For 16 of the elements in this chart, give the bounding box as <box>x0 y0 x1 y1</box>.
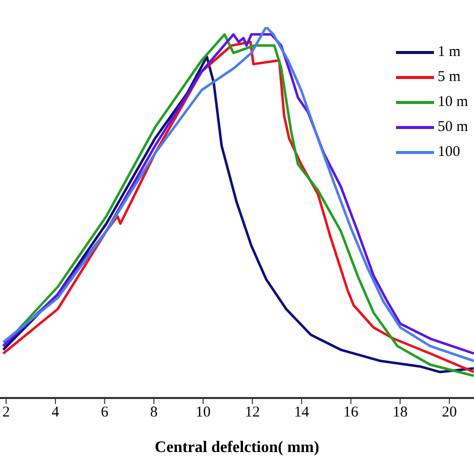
legend-label: 100 <box>438 143 460 162</box>
x-tick-label: 18 <box>392 404 408 421</box>
x-tick-label: 14 <box>294 404 310 421</box>
legend-label: 1 m <box>438 43 460 62</box>
x-tick-label: 12 <box>244 404 260 421</box>
legend-label: 5 m <box>438 68 460 87</box>
legend-label: 10 m <box>438 93 468 112</box>
legend-label: 50 m <box>438 118 468 137</box>
x-tick-label: 2 <box>2 404 10 421</box>
x-tick-label: 10 <box>196 404 211 421</box>
x-tick-label: 6 <box>100 404 109 421</box>
x-tick-label: 16 <box>343 404 359 421</box>
x-tick-label: 20 <box>442 404 457 421</box>
x-tick-label: 8 <box>150 404 158 421</box>
x-axis-title: Central defelction( mm) <box>154 439 320 456</box>
x-tick-label: 4 <box>52 404 60 421</box>
